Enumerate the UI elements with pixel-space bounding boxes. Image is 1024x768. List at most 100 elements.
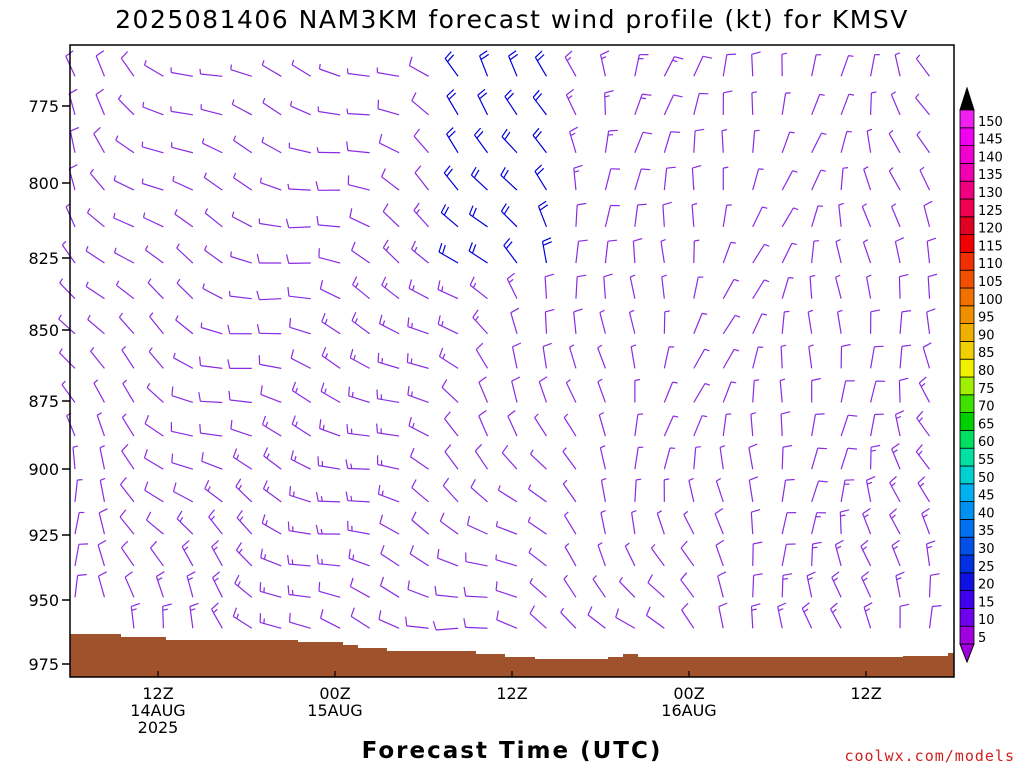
wind-barb	[377, 352, 400, 369]
wind-barb	[811, 205, 824, 228]
wind-barb	[926, 237, 937, 264]
colorbar-tick-label: 35	[978, 524, 995, 539]
wind-barb	[528, 484, 547, 503]
wind-barb	[235, 542, 253, 567]
wind-barb	[527, 516, 547, 535]
wind-barb	[287, 554, 311, 567]
colorbar-tick-label: 25	[978, 560, 995, 575]
wind-barb	[529, 449, 547, 470]
wind-barb	[227, 324, 252, 335]
wind-barb	[95, 50, 106, 77]
wind-barb	[346, 108, 370, 116]
wind-barb	[438, 347, 459, 369]
wind-barb	[645, 606, 665, 629]
wind-barb	[722, 278, 739, 299]
wind-barb	[145, 511, 164, 535]
wind-barb	[563, 511, 577, 535]
wind-barb	[870, 413, 884, 437]
colorbar-tick-label: 125	[978, 204, 1003, 219]
chart-title: 2025081406 NAM3KM forecast wind profile …	[115, 5, 909, 34]
wind-barb	[811, 93, 825, 116]
wind-barb	[840, 414, 858, 437]
wind-barb	[619, 577, 636, 598]
colorbar-tick-label: 65	[978, 417, 995, 432]
wind-barb	[647, 574, 665, 598]
wind-barb	[413, 128, 430, 154]
colorbar-bottom-cap	[959, 643, 975, 664]
wind-barb	[529, 605, 547, 629]
wind-barb	[544, 308, 555, 334]
wind-barb	[806, 571, 816, 598]
wind-barb	[287, 585, 311, 598]
wind-barb	[564, 50, 577, 77]
wind-barb	[381, 168, 400, 191]
wind-barb	[202, 283, 223, 300]
wind-barb	[811, 413, 825, 437]
wind-barb	[378, 133, 400, 154]
wind-barb	[693, 92, 709, 115]
colorbar-tick-label: 50	[978, 471, 995, 486]
wind-barb	[120, 477, 135, 503]
wind-barb	[204, 245, 223, 264]
wind-barb	[89, 168, 105, 191]
wind-barb	[59, 348, 76, 369]
wind-barb	[781, 92, 791, 115]
wind-barb	[511, 376, 521, 403]
colorbar-tick-label: 70	[978, 400, 995, 415]
wind-barb	[634, 446, 644, 470]
wind-barb	[376, 389, 400, 404]
wind-barb	[231, 99, 253, 116]
wind-barb	[204, 479, 223, 503]
wind-barb	[59, 278, 76, 300]
colorbar-tick-label: 105	[978, 275, 1003, 290]
wind-barb	[898, 377, 909, 403]
colorbar-swatch	[959, 269, 975, 289]
wind-barb	[468, 205, 488, 228]
wind-barb	[376, 423, 400, 437]
wind-barb	[85, 281, 105, 300]
wind-barb	[411, 511, 429, 535]
wind-barb	[575, 239, 588, 264]
wind-barb	[529, 578, 547, 598]
wind-barb	[839, 509, 850, 535]
wind-barb	[634, 413, 644, 437]
wind-barb	[316, 215, 341, 228]
wind-barb	[201, 138, 223, 154]
wind-barb	[870, 54, 880, 77]
wind-barb	[348, 386, 370, 404]
x-tick-label: 12Z	[850, 684, 881, 703]
wind-barb	[143, 60, 164, 77]
colorbar-swatch	[959, 216, 975, 236]
wind-barb	[130, 602, 141, 629]
wind-barb	[186, 571, 196, 598]
y-tick-label: 975	[28, 655, 59, 674]
colorbar-top-cap	[959, 86, 975, 111]
wind-barb	[441, 379, 459, 403]
wind-barb	[925, 540, 936, 567]
wind-barb	[438, 243, 459, 264]
wind-barb	[862, 507, 872, 535]
wind-barb	[319, 419, 341, 437]
wind-barb	[148, 347, 164, 369]
wind-barb	[899, 344, 912, 369]
wind-barb	[532, 89, 547, 116]
wind-barb	[470, 479, 488, 503]
y-tick-label: 850	[28, 321, 59, 340]
wind-barb	[693, 415, 708, 437]
colorbar-tick-label: 115	[978, 239, 1003, 254]
wind-barb	[287, 183, 311, 191]
wind-barb	[69, 126, 80, 153]
wind-barb	[752, 573, 763, 598]
colorbar-swatch	[959, 145, 975, 164]
wind-barb	[662, 201, 672, 227]
wind-barb	[781, 242, 797, 264]
wind-barb	[285, 218, 311, 229]
wind-barb	[115, 135, 135, 154]
wind-barb	[506, 272, 518, 299]
wind-barb	[377, 99, 400, 116]
colorbar-swatch	[959, 519, 975, 538]
wind-barb	[722, 166, 729, 191]
wind-barb	[347, 175, 370, 191]
colorbar-swatch	[959, 501, 975, 520]
wind-barb	[528, 547, 547, 567]
